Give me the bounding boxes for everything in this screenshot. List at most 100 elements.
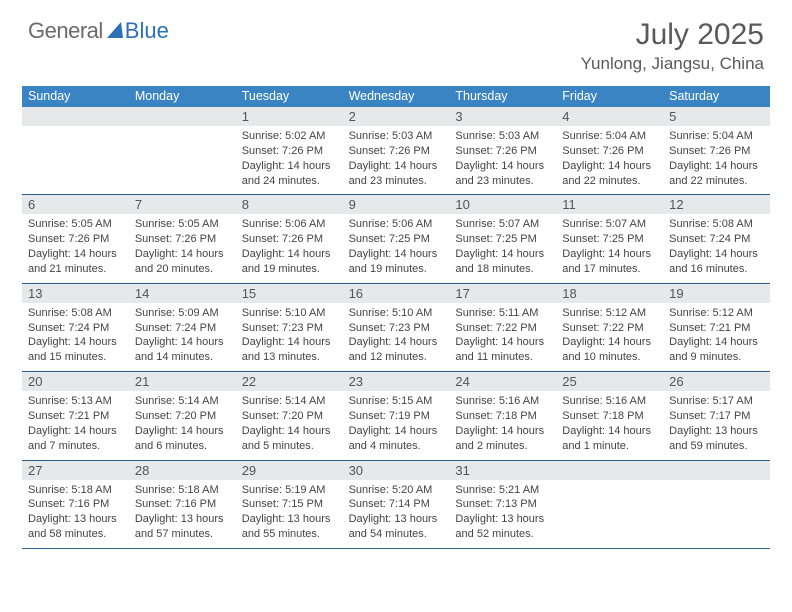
daylight-text: Daylight: 14 hours and 16 minutes. <box>669 247 764 277</box>
day-details: Sunrise: 5:21 AMSunset: 7:13 PMDaylight:… <box>449 480 556 548</box>
day-number <box>663 461 770 480</box>
daylight-text: Daylight: 13 hours and 55 minutes. <box>242 512 337 542</box>
day-details: Sunrise: 5:19 AMSunset: 7:15 PMDaylight:… <box>236 480 343 548</box>
day-number: 6 <box>22 195 129 214</box>
sunrise-text: Sunrise: 5:12 AM <box>562 306 657 321</box>
sunset-text: Sunset: 7:15 PM <box>242 497 337 512</box>
daylight-text: Daylight: 14 hours and 17 minutes. <box>562 247 657 277</box>
day-number: 26 <box>663 372 770 391</box>
day-details: Sunrise: 5:05 AMSunset: 7:26 PMDaylight:… <box>129 214 236 282</box>
day-details: Sunrise: 5:16 AMSunset: 7:18 PMDaylight:… <box>449 391 556 459</box>
day-details: Sunrise: 5:09 AMSunset: 7:24 PMDaylight:… <box>129 303 236 371</box>
title-block: July 2025 Yunlong, Jiangsu, China <box>581 18 764 74</box>
sunset-text: Sunset: 7:19 PM <box>349 409 444 424</box>
sunrise-text: Sunrise: 5:04 AM <box>669 129 764 144</box>
day-cell: 9Sunrise: 5:06 AMSunset: 7:25 PMDaylight… <box>343 195 450 282</box>
sunrise-text: Sunrise: 5:09 AM <box>135 306 230 321</box>
sunrise-text: Sunrise: 5:15 AM <box>349 394 444 409</box>
day-details: Sunrise: 5:14 AMSunset: 7:20 PMDaylight:… <box>236 391 343 459</box>
day-cell: 4Sunrise: 5:04 AMSunset: 7:26 PMDaylight… <box>556 107 663 194</box>
day-details: Sunrise: 5:12 AMSunset: 7:21 PMDaylight:… <box>663 303 770 371</box>
sunset-text: Sunset: 7:23 PM <box>242 321 337 336</box>
day-cell: 18Sunrise: 5:12 AMSunset: 7:22 PMDayligh… <box>556 284 663 371</box>
day-cell <box>556 461 663 548</box>
sunset-text: Sunset: 7:14 PM <box>349 497 444 512</box>
day-number: 9 <box>343 195 450 214</box>
day-cell <box>663 461 770 548</box>
sunset-text: Sunset: 7:25 PM <box>455 232 550 247</box>
daylight-text: Daylight: 14 hours and 24 minutes. <box>242 159 337 189</box>
day-cell: 25Sunrise: 5:16 AMSunset: 7:18 PMDayligh… <box>556 372 663 459</box>
daylight-text: Daylight: 13 hours and 54 minutes. <box>349 512 444 542</box>
sunrise-text: Sunrise: 5:21 AM <box>455 483 550 498</box>
day-number: 8 <box>236 195 343 214</box>
sunrise-text: Sunrise: 5:02 AM <box>242 129 337 144</box>
sunrise-text: Sunrise: 5:16 AM <box>455 394 550 409</box>
sunrise-text: Sunrise: 5:16 AM <box>562 394 657 409</box>
daylight-text: Daylight: 13 hours and 52 minutes. <box>455 512 550 542</box>
day-details: Sunrise: 5:06 AMSunset: 7:26 PMDaylight:… <box>236 214 343 282</box>
daylight-text: Daylight: 14 hours and 23 minutes. <box>349 159 444 189</box>
week-row: 27Sunrise: 5:18 AMSunset: 7:16 PMDayligh… <box>22 461 770 549</box>
day-cell: 22Sunrise: 5:14 AMSunset: 7:20 PMDayligh… <box>236 372 343 459</box>
daylight-text: Daylight: 14 hours and 13 minutes. <box>242 335 337 365</box>
sunset-text: Sunset: 7:21 PM <box>669 321 764 336</box>
month-title: July 2025 <box>581 18 764 52</box>
day-details: Sunrise: 5:14 AMSunset: 7:20 PMDaylight:… <box>129 391 236 459</box>
day-details: Sunrise: 5:18 AMSunset: 7:16 PMDaylight:… <box>129 480 236 548</box>
day-details: Sunrise: 5:08 AMSunset: 7:24 PMDaylight:… <box>22 303 129 371</box>
sunset-text: Sunset: 7:22 PM <box>562 321 657 336</box>
brand-text-1: General <box>28 18 103 44</box>
week-row: 1Sunrise: 5:02 AMSunset: 7:26 PMDaylight… <box>22 107 770 195</box>
sunset-text: Sunset: 7:24 PM <box>28 321 123 336</box>
day-number: 1 <box>236 107 343 126</box>
daylight-text: Daylight: 14 hours and 19 minutes. <box>242 247 337 277</box>
daylight-text: Daylight: 14 hours and 6 minutes. <box>135 424 230 454</box>
day-details: Sunrise: 5:13 AMSunset: 7:21 PMDaylight:… <box>22 391 129 459</box>
day-number: 10 <box>449 195 556 214</box>
daylight-text: Daylight: 13 hours and 58 minutes. <box>28 512 123 542</box>
day-details <box>556 480 663 542</box>
sunrise-text: Sunrise: 5:10 AM <box>349 306 444 321</box>
day-details: Sunrise: 5:10 AMSunset: 7:23 PMDaylight:… <box>236 303 343 371</box>
sunrise-text: Sunrise: 5:14 AM <box>135 394 230 409</box>
day-number: 19 <box>663 284 770 303</box>
sunset-text: Sunset: 7:20 PM <box>242 409 337 424</box>
sunrise-text: Sunrise: 5:18 AM <box>28 483 123 498</box>
day-cell: 27Sunrise: 5:18 AMSunset: 7:16 PMDayligh… <box>22 461 129 548</box>
day-number: 17 <box>449 284 556 303</box>
sunset-text: Sunset: 7:26 PM <box>135 232 230 247</box>
day-number: 23 <box>343 372 450 391</box>
calendar: SundayMondayTuesdayWednesdayThursdayFrid… <box>22 86 770 549</box>
sunrise-text: Sunrise: 5:10 AM <box>242 306 337 321</box>
day-details: Sunrise: 5:07 AMSunset: 7:25 PMDaylight:… <box>556 214 663 282</box>
sunrise-text: Sunrise: 5:18 AM <box>135 483 230 498</box>
day-cell: 3Sunrise: 5:03 AMSunset: 7:26 PMDaylight… <box>449 107 556 194</box>
brand-logo: General Blue <box>28 18 169 44</box>
day-details: Sunrise: 5:03 AMSunset: 7:26 PMDaylight:… <box>449 126 556 194</box>
day-number: 24 <box>449 372 556 391</box>
day-number: 27 <box>22 461 129 480</box>
sunset-text: Sunset: 7:25 PM <box>562 232 657 247</box>
week-row: 13Sunrise: 5:08 AMSunset: 7:24 PMDayligh… <box>22 284 770 372</box>
sunset-text: Sunset: 7:24 PM <box>135 321 230 336</box>
day-cell: 28Sunrise: 5:18 AMSunset: 7:16 PMDayligh… <box>129 461 236 548</box>
day-number: 13 <box>22 284 129 303</box>
day-number: 28 <box>129 461 236 480</box>
brand-text-2: Blue <box>125 18 169 44</box>
day-number: 21 <box>129 372 236 391</box>
day-number: 20 <box>22 372 129 391</box>
day-cell: 31Sunrise: 5:21 AMSunset: 7:13 PMDayligh… <box>449 461 556 548</box>
day-details: Sunrise: 5:17 AMSunset: 7:17 PMDaylight:… <box>663 391 770 459</box>
day-details: Sunrise: 5:04 AMSunset: 7:26 PMDaylight:… <box>556 126 663 194</box>
day-cell: 13Sunrise: 5:08 AMSunset: 7:24 PMDayligh… <box>22 284 129 371</box>
day-cell: 11Sunrise: 5:07 AMSunset: 7:25 PMDayligh… <box>556 195 663 282</box>
day-details: Sunrise: 5:20 AMSunset: 7:14 PMDaylight:… <box>343 480 450 548</box>
week-row: 20Sunrise: 5:13 AMSunset: 7:21 PMDayligh… <box>22 372 770 460</box>
day-cell: 21Sunrise: 5:14 AMSunset: 7:20 PMDayligh… <box>129 372 236 459</box>
day-number <box>129 107 236 126</box>
day-cell: 30Sunrise: 5:20 AMSunset: 7:14 PMDayligh… <box>343 461 450 548</box>
day-number: 22 <box>236 372 343 391</box>
day-cell: 23Sunrise: 5:15 AMSunset: 7:19 PMDayligh… <box>343 372 450 459</box>
day-details <box>663 480 770 542</box>
